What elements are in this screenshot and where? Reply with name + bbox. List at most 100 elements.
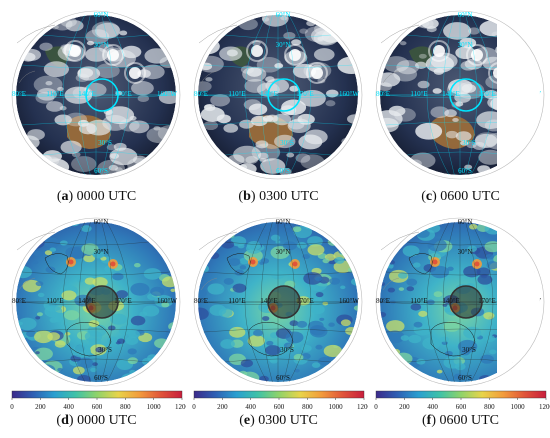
panel-letter: b: [243, 189, 251, 204]
graticule-label: 140°E: [78, 90, 96, 98]
panel-caption-e: (e) 0300 UTC: [239, 413, 318, 428]
graticule-label: 110°E: [46, 297, 63, 305]
graticule-label: 30°N: [94, 248, 109, 256]
panel-time: 0300 UTC: [258, 413, 318, 428]
panel-letter: f: [426, 413, 432, 428]
graticule-label: 60°S: [458, 167, 472, 175]
graticule-label: 60°N: [458, 11, 473, 19]
graticule-label: 110°E: [46, 90, 63, 98]
map-panel-d: 60°N 30°N 80°E 110°E 140°E 170°E 160°W 30°S 60°S: [5, 210, 188, 415]
panel-caption-f: (f) 0600 UTC: [421, 413, 500, 428]
globe-map-e: 60°N 30°N 80°E 110°E 140°E 170°E 160°W 30°S 60°S: [193, 217, 363, 387]
colorbar-tick-label: 200: [217, 403, 228, 411]
region-highlight-circle: [85, 78, 119, 112]
globe-map-a: 60°N 30°N 80°E 110°E 140°E 170°E 160°W 30°S 60°S: [11, 10, 181, 180]
panel-time: 0600 UTC: [439, 413, 500, 428]
graticule-label: 30°S: [462, 139, 476, 147]
graticule-label: 140°E: [442, 297, 460, 305]
graticule-label: 80°E: [12, 297, 26, 305]
panel-time: 0600 UTC: [440, 189, 500, 204]
graticule-label: 140°E: [78, 297, 96, 305]
graticule-label: 140°E: [260, 297, 278, 305]
graticule-label: 80°E: [12, 90, 26, 98]
graticule-label: 110°E: [410, 297, 427, 305]
map-panel-a: 60°N 30°N 80°E 110°E 140°E 170°E 160°W 30°S 60°S: [5, 3, 188, 208]
map-panel-e: 60°N 30°N 80°E 110°E 140°E 170°E 160°W 30°S 60°S: [187, 210, 370, 415]
panel-caption-c: (c) 0600 UTC: [421, 189, 500, 204]
colorbar-tick-label: 1000: [329, 403, 344, 411]
graticule-label: 170°E: [296, 90, 314, 98]
panel-caption-b: (b) 0300 UTC: [238, 189, 319, 204]
graticule-label: 110°E: [228, 297, 245, 305]
graticule-label: 30°N: [458, 248, 473, 256]
graticule-label: 30°S: [462, 346, 476, 354]
graticule-label: 30°N: [458, 41, 473, 49]
graticule-label: 30°S: [280, 139, 294, 147]
colorbar-tick-label: 1000: [511, 403, 526, 411]
graticule-label: 30°N: [94, 41, 109, 49]
graticule-label: 170°E: [114, 90, 132, 98]
globe-map-b: 60°N 30°N 80°E 110°E 140°E 170°E 160°W 30°S 60°S: [193, 10, 363, 180]
graticule-label: 60°N: [94, 218, 109, 226]
colorbar-tick-label: 400: [63, 403, 74, 411]
panel-letter: d: [61, 413, 69, 428]
graticule-label: 80°E: [376, 297, 390, 305]
graticule-label: 60°S: [276, 167, 290, 175]
graticule-label: 60°S: [94, 374, 108, 382]
colorbar-tick-label: 400: [245, 403, 256, 411]
colorbar-tick-label: 800: [484, 403, 495, 411]
graticule-label: 170°E: [296, 297, 314, 305]
graticule-label: 30°S: [98, 139, 112, 147]
colorbar-tick-label: 800: [302, 403, 313, 411]
graticule-label: 60°S: [458, 374, 472, 382]
region-highlight-circle: [267, 78, 301, 112]
graticule-label: 110°E: [410, 90, 427, 98]
graticule-label: 30°S: [98, 346, 112, 354]
colorbar-tick-label: 600: [92, 403, 103, 411]
colorbar-tick-label: 200: [35, 403, 46, 411]
colorbar: 0 200 400 600 800 1000 1200: [192, 390, 368, 411]
graticule-label: 60°S: [94, 167, 108, 175]
colorbar-tick-label: 600: [274, 403, 285, 411]
panel-time: 0000 UTC: [77, 413, 137, 428]
graticule-label: 160°W: [339, 90, 359, 98]
panel-time: 0000 UTC: [76, 189, 137, 204]
graticule-label: 160°W: [339, 297, 359, 305]
graticule-label: 160°W: [157, 90, 177, 98]
colorbar-tick-label: 600: [456, 403, 467, 411]
graticule-label: 80°E: [376, 90, 390, 98]
region-highlight-circle: [267, 285, 301, 319]
graticule-label: 140°E: [260, 90, 278, 98]
panel-letter: c: [425, 189, 433, 204]
graticule-label: 60°N: [276, 11, 291, 19]
panel-letter: a: [61, 189, 69, 204]
graticule-label: 80°E: [194, 90, 208, 98]
colorbar-tick-label: 1200: [175, 403, 186, 411]
graticule-label: 30°N: [276, 248, 291, 256]
colorbar-tick-label: 1200: [357, 403, 368, 411]
graticule-label: 30°N: [276, 41, 291, 49]
graticule-label: 170°E: [478, 90, 496, 98]
region-highlight-circle: [449, 285, 483, 319]
map-panel-b: 60°N 30°N 80°E 110°E 140°E 170°E 160°W 30°S 60°S: [187, 3, 370, 208]
graticule-label: 60°N: [94, 11, 109, 19]
panel-time: 0300 UTC: [259, 189, 319, 204]
graticule-label: 60°N: [276, 218, 291, 226]
panel-caption-d: (d) 0000 UTC: [56, 413, 137, 428]
globe-map-d: 60°N 30°N 80°E 110°E 140°E 170°E 160°W 30°S 60°S: [11, 217, 181, 387]
colorbar-tick-label: 800: [120, 403, 131, 411]
colorbar-tick-label: 1000: [147, 403, 162, 411]
colorbar-tick-label: 0: [192, 403, 196, 411]
graticule-label: 160°W: [157, 297, 177, 305]
graticule-label: 60°S: [276, 374, 290, 382]
colorbar: 0 200 400 600 800 1000 1200: [10, 390, 186, 411]
graticule-label: 60°N: [458, 218, 473, 226]
colorbar-tick-label: 400: [427, 403, 438, 411]
colorbar-tick-label: 0: [10, 403, 14, 411]
region-highlight-circle: [85, 285, 119, 319]
colorbar-tick-label: 0: [374, 403, 378, 411]
